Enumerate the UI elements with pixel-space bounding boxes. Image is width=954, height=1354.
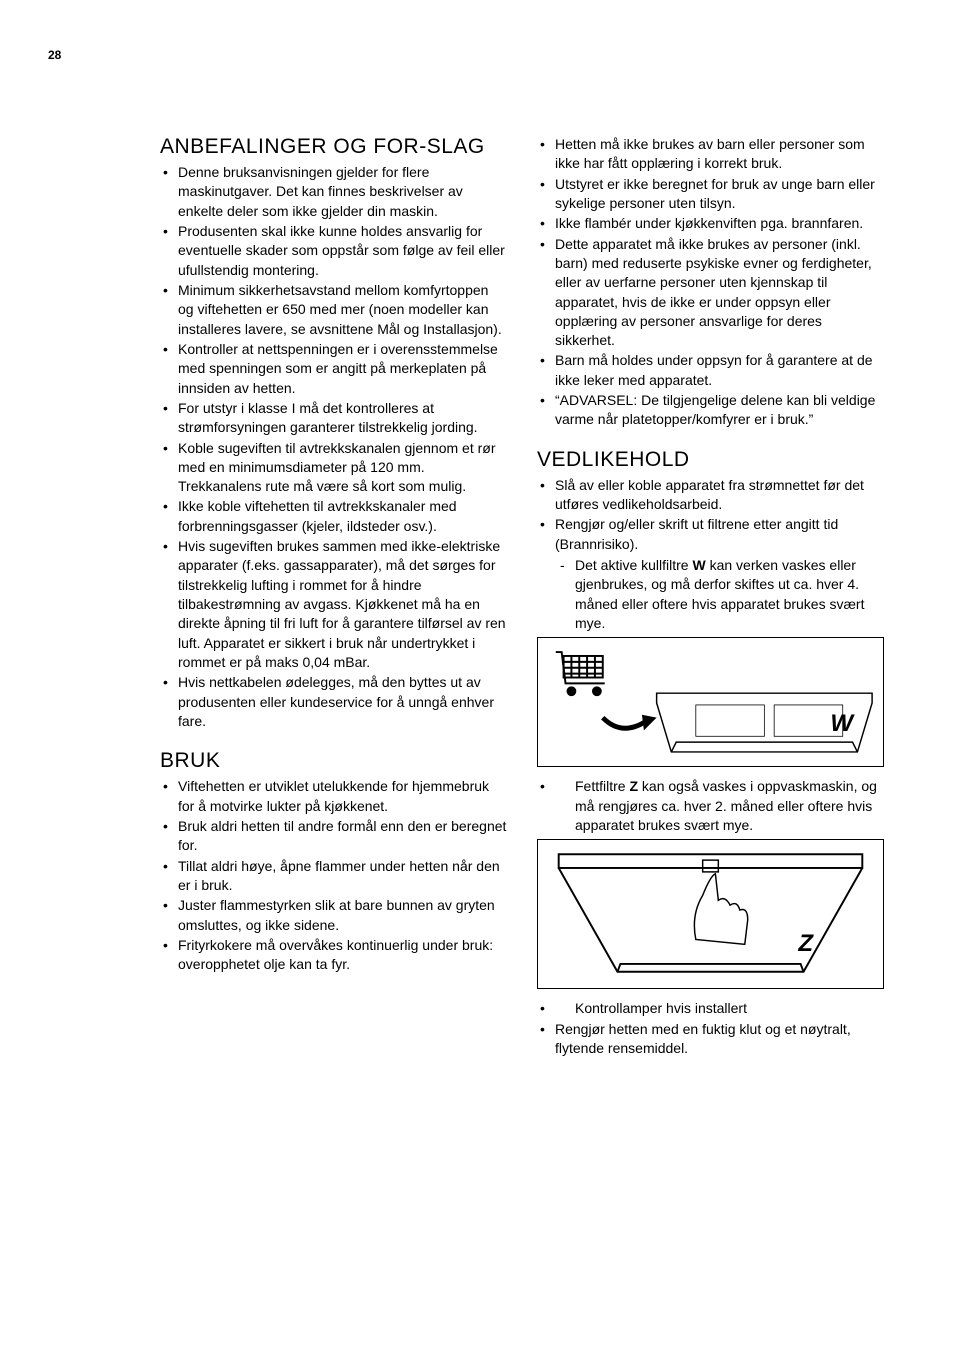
list-item: Viftehetten er utviklet utelukkende for … bbox=[178, 777, 507, 816]
list-item: Produsenten skal ikke kunne holdes ansva… bbox=[178, 222, 507, 280]
list-item: Kontroller at nettspenningen er i overen… bbox=[178, 340, 507, 398]
list-item: Hetten må ikke brukes av barn eller pers… bbox=[555, 135, 884, 174]
section-use: BRUK Viftehetten er utviklet utelukkende… bbox=[160, 749, 507, 974]
figure-filter-z: Z bbox=[537, 839, 884, 989]
list-maintenance: Slå av eller koble apparatet fra strømne… bbox=[537, 476, 884, 634]
list-item: Ikke koble viftehetten til avtrekkskanal… bbox=[178, 497, 507, 536]
heading-use: BRUK bbox=[160, 749, 507, 773]
content-area: ANBEFALINGER OG FOR-SLAG Denne bruksanvi… bbox=[0, 0, 954, 1126]
heading-maintenance: VEDLIKEHOLD bbox=[537, 448, 884, 472]
section-maintenance: VEDLIKEHOLD Slå av eller koble apparatet… bbox=[537, 448, 884, 1059]
filter-z-diagram bbox=[544, 846, 877, 982]
list-item: Koble sugeviften til avtrekkskanalen gje… bbox=[178, 439, 507, 497]
list-item: Frityrkokere må overvåkes kontinuerlig u… bbox=[178, 936, 507, 975]
list-item: Fettfiltre Z kan også vaskes i oppvaskma… bbox=[555, 777, 884, 835]
list-maintenance-cont: Fettfiltre Z kan også vaskes i oppvaskma… bbox=[537, 777, 884, 835]
list-item: Rengjør og/eller skrift ut filtrene ette… bbox=[555, 515, 884, 633]
filter-w-diagram bbox=[544, 644, 877, 760]
figure-label-z: Z bbox=[798, 930, 813, 958]
right-column: Hetten må ikke brukes av barn eller pers… bbox=[537, 135, 884, 1076]
list-item: Utstyret er ikke beregnet for bruk av un… bbox=[555, 175, 884, 214]
list-item: Dette apparatet må ikke brukes av person… bbox=[555, 235, 884, 351]
list-item: Slå av eller koble apparatet fra strømne… bbox=[555, 476, 884, 515]
sublist-item: Det aktive kullfiltre W kan verken vaske… bbox=[575, 556, 884, 633]
section-use-continued: Hetten må ikke brukes av barn eller pers… bbox=[537, 135, 884, 430]
page-number: 28 bbox=[48, 48, 61, 62]
heading-recommendations: ANBEFALINGER OG FOR-SLAG bbox=[160, 135, 507, 159]
list-item: Bruk aldri hetten til andre formål enn d… bbox=[178, 817, 507, 856]
list-item: Rengjør hetten med en fuktig klut og et … bbox=[555, 1020, 884, 1059]
list-recommendations: Denne bruksanvisningen gjelder for flere… bbox=[160, 163, 507, 731]
text: Rengjør og/eller skrift ut filtrene ette… bbox=[555, 516, 838, 551]
list-item: Juster flammestyrken slik at bare bunnen… bbox=[178, 896, 507, 935]
list-item: For utstyr i klasse I må det kontrollere… bbox=[178, 399, 507, 438]
list-item: Minimum sikkerhetsavstand mellom komfyrt… bbox=[178, 281, 507, 339]
sublist: Det aktive kullfiltre W kan verken vaske… bbox=[555, 556, 884, 633]
list-item: Barn må holdes under oppsyn for å garant… bbox=[555, 351, 884, 390]
list-item: Tillat aldri høye, åpne flammer under he… bbox=[178, 857, 507, 896]
sublist-item: Kontrollamper hvis installert bbox=[575, 999, 884, 1018]
list-item: Hvis sugeviften brukes sammen med ikke-e… bbox=[178, 537, 507, 672]
section-recommendations: ANBEFALINGER OG FOR-SLAG Denne bruksanvi… bbox=[160, 135, 507, 731]
list-item: “ADVARSEL: De tilgjengelige delene kan b… bbox=[555, 391, 884, 430]
figure-filter-w: W bbox=[537, 637, 884, 767]
list-item: Kontrollamper hvis installert bbox=[555, 999, 884, 1018]
list-maintenance-end: Kontrollamper hvis installert Rengjør he… bbox=[537, 999, 884, 1058]
list-item: Hvis nettkabelen ødelegges, må den bytte… bbox=[178, 673, 507, 731]
sublist: Fettfiltre Z kan også vaskes i oppvaskma… bbox=[555, 777, 884, 835]
list-item: Ikke flambér under kjøkkenviften pga. br… bbox=[555, 214, 884, 233]
left-column: ANBEFALINGER OG FOR-SLAG Denne bruksanvi… bbox=[160, 135, 507, 1076]
sublist-item: Fettfiltre Z kan også vaskes i oppvaskma… bbox=[575, 777, 884, 835]
text: Fettfiltre bbox=[575, 778, 629, 794]
text: Det aktive kullfiltre bbox=[575, 557, 692, 573]
list-use: Viftehetten er utviklet utelukkende for … bbox=[160, 777, 507, 974]
bold-label-w: W bbox=[692, 557, 705, 573]
sublist: Kontrollamper hvis installert bbox=[555, 999, 884, 1018]
bold-label-z: Z bbox=[629, 778, 638, 794]
list-use-continued: Hetten må ikke brukes av barn eller pers… bbox=[537, 135, 884, 430]
figure-label-w: W bbox=[830, 710, 853, 738]
list-item: Denne bruksanvisningen gjelder for flere… bbox=[178, 163, 507, 221]
